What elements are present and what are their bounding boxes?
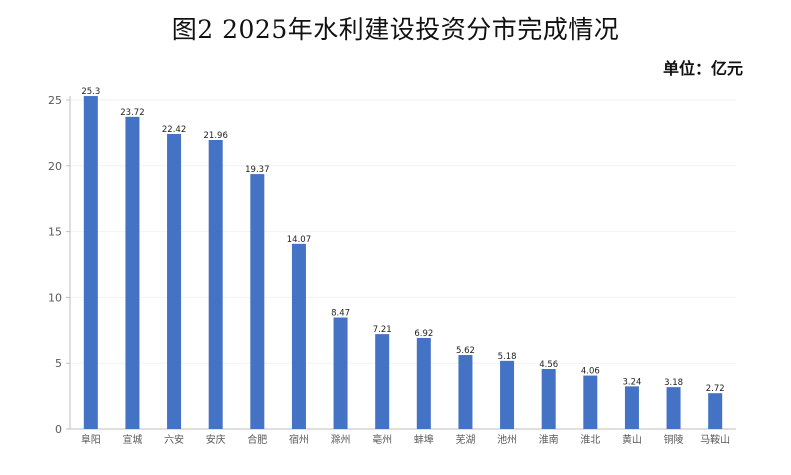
y-tick-label: 5 bbox=[55, 357, 62, 370]
bar bbox=[416, 337, 431, 429]
y-tick-label: 25 bbox=[48, 94, 62, 107]
x-category-label: 淮北 bbox=[580, 434, 600, 446]
x-category-label: 滁州 bbox=[331, 433, 351, 446]
x-category-label: 安庆 bbox=[206, 433, 226, 446]
labels: 0 5 10 15 20 25 25.3 阜阳 23.72 宣城 22.42 六安 21.96 安庆 19.… bbox=[48, 87, 730, 446]
bar bbox=[458, 355, 473, 429]
unit-label: 单位：亿元 bbox=[662, 59, 743, 78]
data-label: 25.3 bbox=[81, 87, 100, 97]
bar bbox=[291, 243, 306, 429]
bar bbox=[583, 375, 598, 429]
bar bbox=[624, 386, 639, 429]
chart-title: 图2 2025年水利建设投资分市完成情况 bbox=[171, 15, 620, 44]
data-label: 6.92 bbox=[414, 329, 433, 339]
x-category-label: 六安 bbox=[164, 433, 184, 446]
data-label: 22.42 bbox=[162, 125, 186, 135]
y-tick-label: 0 bbox=[55, 423, 62, 436]
x-category-label: 合肥 bbox=[247, 433, 267, 446]
bars bbox=[83, 96, 723, 430]
x-category-label: 铜陵 bbox=[664, 434, 684, 446]
x-category-label: 池州 bbox=[497, 433, 517, 446]
bar bbox=[83, 96, 98, 429]
bar bbox=[250, 174, 265, 429]
y-tick-label: 20 bbox=[48, 160, 62, 173]
data-label: 5.62 bbox=[456, 346, 475, 356]
bar bbox=[125, 116, 140, 430]
x-category-label: 阜阳 bbox=[81, 433, 101, 446]
x-category-label: 宣城 bbox=[122, 433, 142, 446]
data-label: 4.06 bbox=[581, 367, 600, 377]
bar bbox=[500, 360, 515, 429]
data-label: 2.72 bbox=[706, 384, 725, 394]
data-label: 19.37 bbox=[245, 165, 269, 175]
bar bbox=[208, 140, 223, 429]
bar bbox=[541, 368, 556, 429]
x-category-label: 淮南 bbox=[539, 433, 559, 446]
x-category-label: 马鞍山 bbox=[700, 433, 730, 446]
data-label: 7.21 bbox=[373, 325, 392, 335]
x-category-label: 黄山 bbox=[622, 433, 642, 446]
data-label: 8.47 bbox=[331, 309, 350, 319]
data-label: 14.07 bbox=[287, 235, 311, 245]
x-category-label: 宿州 bbox=[289, 433, 309, 446]
x-category-label: 亳州 bbox=[372, 433, 392, 446]
bar bbox=[167, 133, 182, 429]
data-label: 23.72 bbox=[120, 108, 144, 118]
data-label: 4.56 bbox=[539, 360, 558, 370]
x-category-label: 蚌埠 bbox=[414, 433, 434, 446]
bar bbox=[666, 387, 681, 429]
bar bbox=[708, 393, 723, 429]
y-tick-label: 10 bbox=[48, 291, 62, 304]
data-label: 5.18 bbox=[498, 352, 517, 362]
x-category-label: 芜湖 bbox=[455, 433, 475, 446]
data-label: 3.24 bbox=[622, 377, 641, 387]
bar bbox=[375, 334, 390, 429]
data-label: 3.18 bbox=[664, 378, 683, 388]
y-tick-label: 15 bbox=[48, 226, 62, 239]
bar bbox=[333, 317, 348, 429]
data-label: 21.96 bbox=[204, 131, 228, 141]
